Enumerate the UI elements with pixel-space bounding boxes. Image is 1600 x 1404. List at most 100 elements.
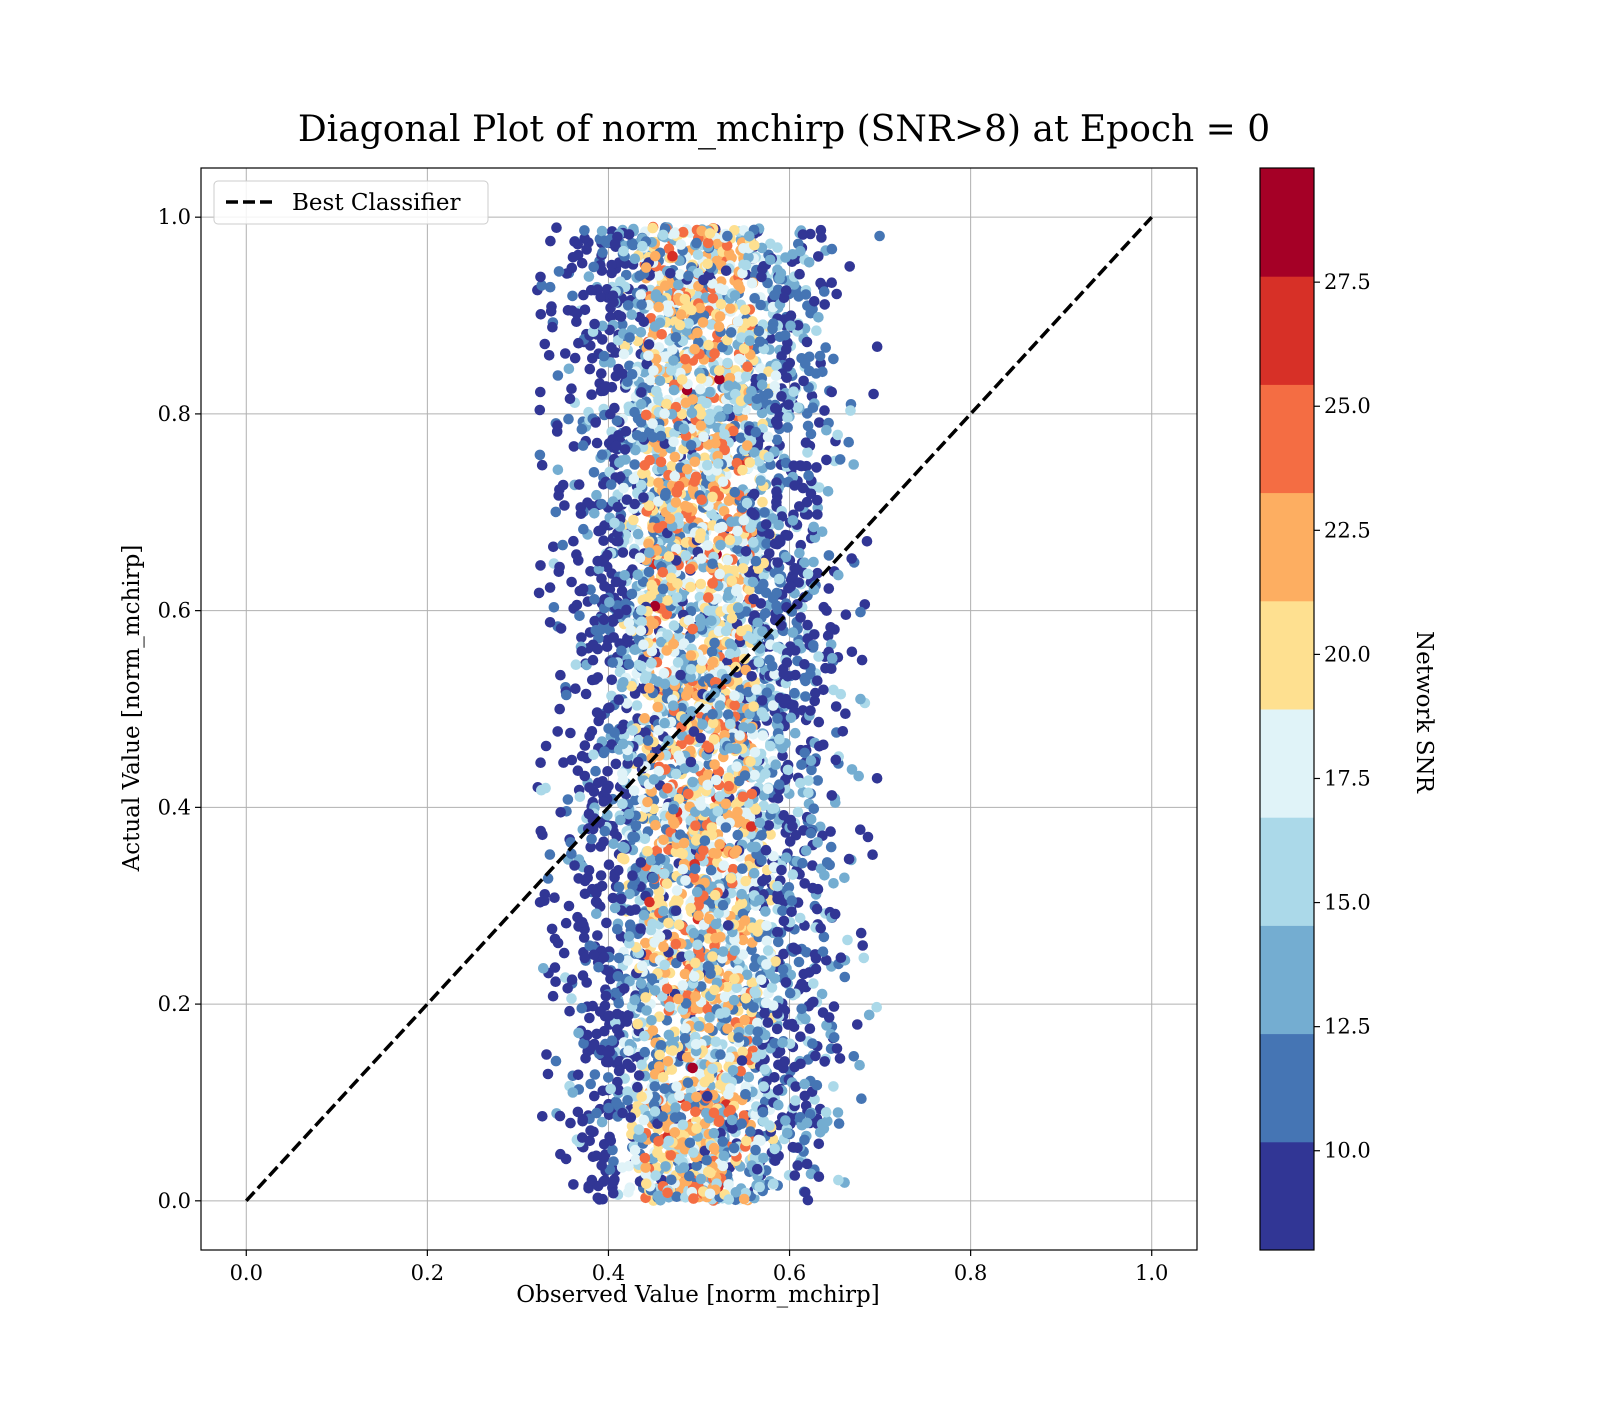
scatter-point bbox=[788, 515, 799, 526]
scatter-point bbox=[675, 670, 686, 681]
scatter-point bbox=[691, 238, 702, 249]
scatter-point bbox=[661, 399, 672, 410]
scatter-point bbox=[856, 928, 867, 939]
scatter-point bbox=[566, 993, 577, 1004]
scatter-point bbox=[673, 657, 684, 668]
scatter-point bbox=[831, 701, 842, 712]
scatter-point bbox=[696, 373, 707, 384]
scatter-point bbox=[637, 961, 648, 972]
scatter-point bbox=[838, 726, 849, 737]
scatter-point bbox=[772, 242, 783, 253]
scatter-point bbox=[550, 934, 561, 945]
scatter-point bbox=[600, 235, 611, 246]
scatter-point bbox=[748, 594, 759, 605]
scatter-point bbox=[771, 601, 782, 612]
scatter-point bbox=[814, 1171, 825, 1182]
scatter-point bbox=[763, 945, 774, 956]
scatter-point bbox=[724, 1052, 735, 1063]
scatter-point bbox=[742, 440, 753, 451]
scatter-point bbox=[840, 972, 851, 983]
scatter-point bbox=[677, 374, 688, 385]
scatter-point bbox=[827, 790, 838, 801]
scatter-point bbox=[666, 461, 677, 472]
scatter-point bbox=[660, 491, 671, 502]
scatter-point bbox=[680, 294, 691, 305]
scatter-point bbox=[647, 223, 658, 234]
scatter-point bbox=[867, 849, 878, 860]
scatter-point bbox=[662, 1188, 673, 1199]
scatter-point bbox=[660, 280, 671, 291]
scatter-point bbox=[596, 1160, 607, 1171]
scatter-point bbox=[601, 785, 612, 796]
scatter-point bbox=[668, 437, 679, 448]
scatter-point bbox=[568, 1179, 579, 1190]
scatter-point bbox=[686, 440, 697, 451]
scatter-point bbox=[760, 1064, 771, 1075]
scatter-point bbox=[778, 964, 789, 975]
scatter-point bbox=[732, 845, 743, 856]
scatter-point bbox=[557, 540, 568, 551]
scatter-point bbox=[821, 455, 832, 466]
scatter-point bbox=[577, 258, 588, 269]
scatter-point bbox=[729, 974, 740, 985]
scatter-point bbox=[554, 704, 565, 715]
scatter-point bbox=[653, 1136, 664, 1147]
scatter-point bbox=[593, 526, 604, 537]
scatter-point bbox=[648, 619, 659, 630]
scatter-point bbox=[555, 807, 566, 818]
scatter-point bbox=[573, 239, 584, 250]
scatter-point bbox=[644, 567, 655, 578]
scatter-point bbox=[855, 824, 866, 835]
scatter-point bbox=[786, 907, 797, 918]
scatter-point bbox=[810, 1051, 821, 1062]
scatter-point bbox=[627, 309, 638, 320]
scatter-point bbox=[616, 646, 627, 657]
scatter-point bbox=[580, 953, 591, 964]
scatter-point bbox=[680, 969, 691, 980]
scatter-point bbox=[632, 1019, 643, 1030]
scatter-point bbox=[828, 685, 839, 696]
scatter-point bbox=[777, 906, 788, 917]
scatter-point bbox=[691, 1092, 702, 1103]
scatter-point bbox=[593, 962, 604, 973]
scatter-point bbox=[584, 1013, 595, 1024]
scatter-point bbox=[584, 865, 595, 876]
scatter-point bbox=[750, 1145, 761, 1156]
scatter-point bbox=[794, 501, 805, 512]
scatter-point bbox=[742, 498, 753, 509]
scatter-point bbox=[622, 1059, 633, 1070]
scatter-point bbox=[746, 723, 757, 734]
scatter-point bbox=[730, 487, 741, 498]
scatter-point bbox=[650, 1081, 661, 1092]
scatter-point bbox=[629, 785, 640, 796]
scatter-point bbox=[776, 391, 787, 402]
scatter-point bbox=[755, 475, 766, 486]
scatter-point bbox=[740, 876, 751, 887]
scatter-point bbox=[676, 309, 687, 320]
scatter-point bbox=[601, 381, 612, 392]
scatter-point bbox=[591, 909, 602, 920]
scatter-point bbox=[632, 700, 643, 711]
scatter-point bbox=[718, 1136, 729, 1147]
scatter-point bbox=[650, 985, 661, 996]
scatter-point bbox=[655, 376, 666, 387]
scatter-point bbox=[806, 814, 817, 825]
scatter-point bbox=[841, 609, 852, 620]
scatter-point bbox=[647, 418, 658, 429]
scatter-point bbox=[813, 312, 824, 323]
scatter-point bbox=[639, 1115, 650, 1126]
scatter-point bbox=[625, 919, 636, 930]
scatter-point bbox=[739, 1194, 750, 1205]
scatter-point bbox=[589, 467, 600, 478]
scatter-point bbox=[628, 515, 639, 526]
scatter-point bbox=[613, 502, 624, 513]
scatter-point bbox=[569, 441, 580, 452]
scatter-point bbox=[797, 858, 808, 869]
scatter-point bbox=[573, 338, 584, 349]
scatter-point bbox=[825, 622, 836, 633]
scatter-point bbox=[759, 1008, 770, 1019]
scatter-point bbox=[798, 483, 809, 494]
scatter-point bbox=[806, 828, 817, 839]
scatter-point bbox=[751, 684, 762, 695]
scatter-point bbox=[641, 262, 652, 273]
